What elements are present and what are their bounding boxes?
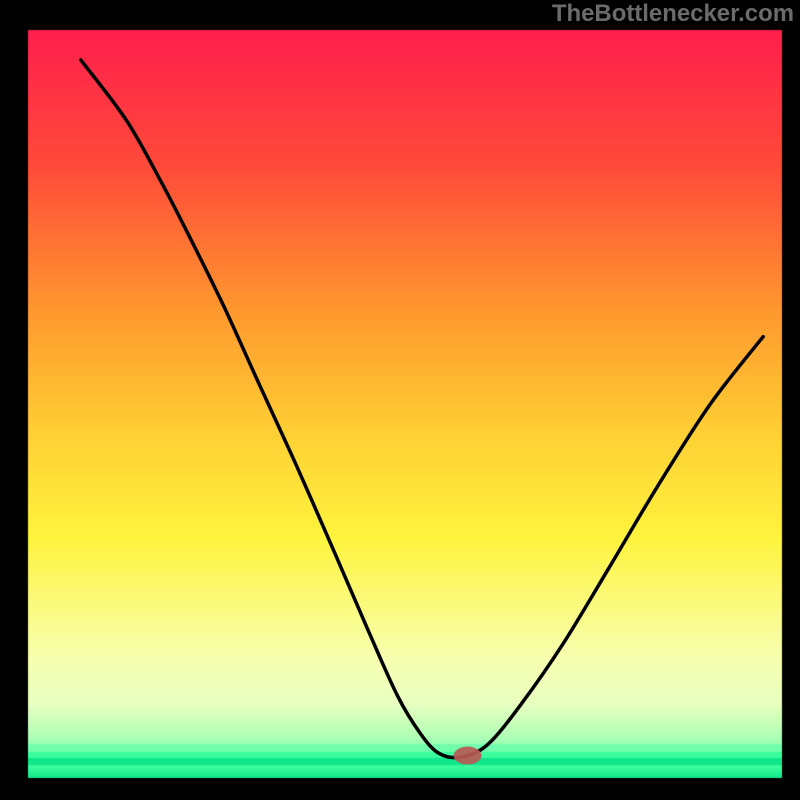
overlay-svg bbox=[0, 0, 800, 800]
bottleneck-marker bbox=[454, 747, 482, 765]
bottleneck-curve bbox=[81, 60, 763, 758]
watermark-text: TheBottlenecker.com bbox=[552, 0, 794, 28]
chart-stage: TheBottlenecker.com bbox=[0, 0, 800, 800]
